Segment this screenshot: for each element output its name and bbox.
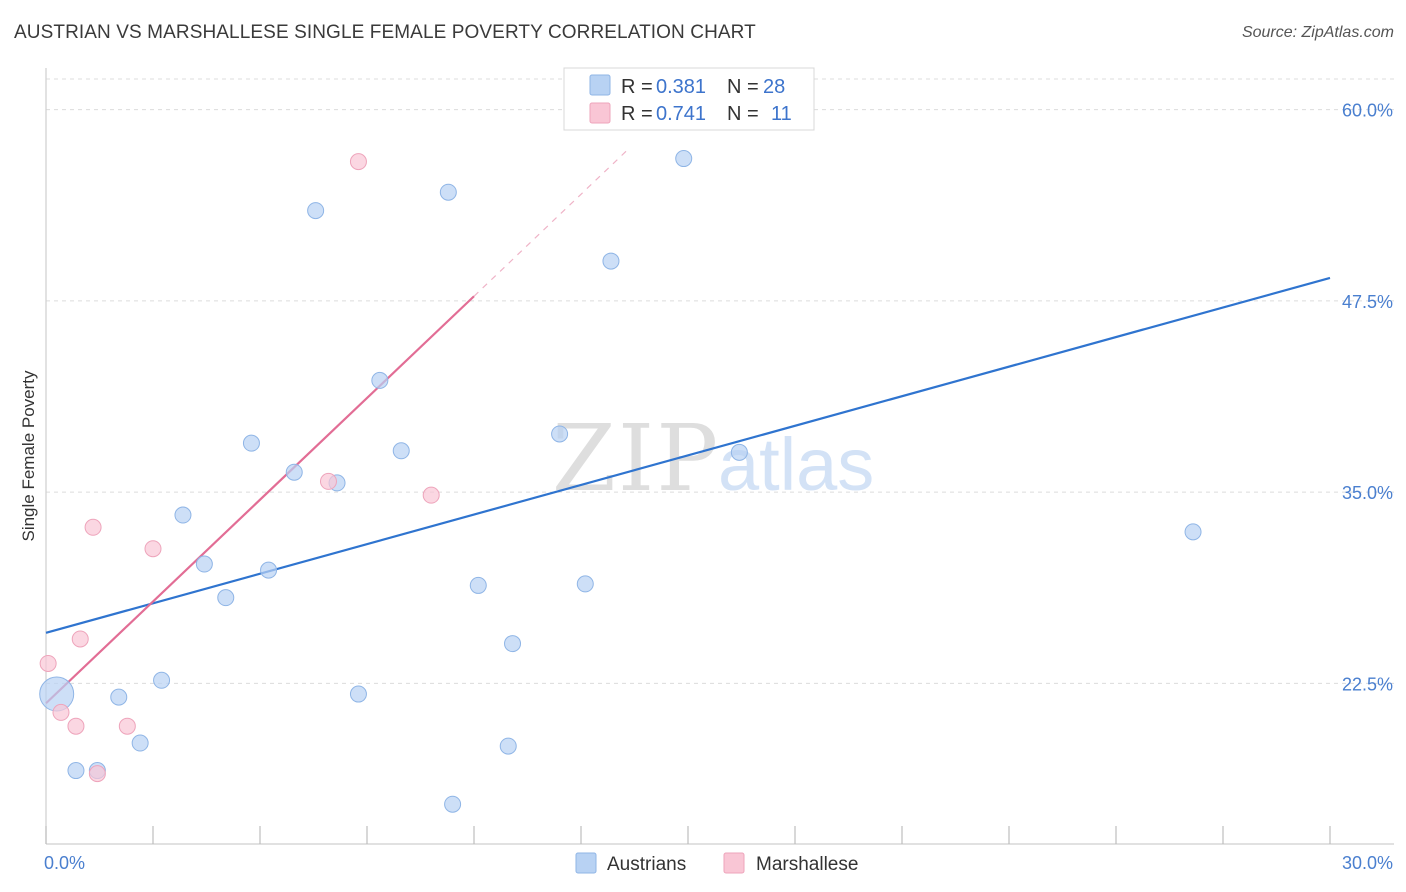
trend-layer	[45, 148, 1331, 705]
watermark-zip: ZIP	[552, 405, 720, 512]
stats-legend: R = 0.381 N = 28 R = 0.741 N = 11	[563, 67, 815, 131]
austrians-point	[217, 589, 235, 607]
marshallese-point	[84, 518, 102, 536]
austrians-point	[602, 252, 620, 270]
marshallese-trend-extension	[473, 148, 629, 297]
austrians-point	[675, 150, 693, 168]
marshallese-point	[39, 654, 57, 672]
austrians-point	[730, 443, 748, 461]
marshallese-point	[422, 486, 440, 504]
austrians-point	[499, 737, 517, 755]
austrians-point	[551, 425, 569, 443]
marshallese-series-label: Marshallese	[756, 854, 858, 875]
austrians-point	[153, 671, 171, 689]
austrians-point	[174, 506, 192, 524]
marshallese-legend-swatch	[589, 102, 611, 124]
austrians-point	[285, 463, 303, 481]
y-tick-label: 35.0%	[1342, 483, 1393, 503]
austrians-point	[110, 688, 128, 706]
austrians-point	[469, 576, 487, 594]
points-layer	[39, 150, 1202, 813]
austrians-point	[504, 635, 522, 653]
austrians-n-value: 28	[763, 76, 785, 98]
marshallese-point	[144, 540, 162, 558]
marshallese-point	[319, 472, 337, 490]
x-tick-label-max: 30.0%	[1342, 853, 1393, 873]
series-legend: Austrians Marshallese	[575, 852, 858, 875]
watermark: ZIP atlas	[552, 405, 874, 512]
austrians-r-label: R =	[621, 76, 653, 98]
austrians-n-label: N =	[727, 76, 759, 98]
marshallese-point	[349, 153, 367, 171]
marshallese-n-label: N =	[727, 103, 759, 125]
marshallese-trend-line	[45, 295, 475, 705]
austrians-series-label: Austrians	[607, 854, 686, 875]
x-tick-label-min: 0.0%	[44, 853, 85, 873]
chart-title: AUSTRIAN VS MARSHALLESE SINGLE FEMALE PO…	[14, 22, 756, 43]
austrians-point	[307, 202, 325, 220]
austrians-point	[439, 183, 457, 201]
marshallese-point	[52, 703, 70, 721]
marshallese-series-swatch	[723, 852, 745, 874]
austrians-point	[349, 685, 367, 703]
marshallese-point	[71, 630, 89, 648]
source-label: Source: ZipAtlas.com	[1241, 24, 1394, 41]
austrians-point	[1184, 523, 1202, 541]
y-tick-label: 22.5%	[1342, 674, 1393, 694]
marshallese-n-value: 11	[771, 103, 792, 125]
austrians-r-value: 0.381	[656, 76, 706, 98]
austrians-point	[195, 555, 213, 573]
austrians-point	[242, 434, 260, 452]
austrians-trend-line	[45, 276, 1331, 634]
austrians-point	[67, 762, 85, 780]
austrians-point	[392, 442, 410, 460]
y-tick-label: 60.0%	[1342, 101, 1393, 121]
y-tick-labels: 22.5% 35.0% 47.5% 60.0%	[1342, 101, 1393, 695]
marshallese-r-value: 0.741	[656, 103, 706, 125]
austrians-point	[131, 734, 149, 752]
axis-layer	[45, 68, 1394, 845]
austrians-point	[444, 795, 462, 813]
y-axis-label: Single Female Poverty	[19, 370, 38, 542]
austrians-series-swatch	[575, 852, 597, 874]
austrians-point	[371, 371, 389, 389]
grid-layer	[46, 78, 1394, 684]
austrians-legend-swatch	[589, 74, 611, 96]
marshallese-point	[67, 717, 85, 735]
austrians-point	[576, 575, 594, 593]
watermark-atlas: atlas	[718, 423, 874, 506]
marshallese-r-label: R =	[621, 103, 653, 125]
austrians-point	[260, 561, 278, 579]
marshallese-point	[118, 717, 136, 735]
y-tick-label: 47.5%	[1342, 292, 1393, 312]
marshallese-point	[88, 765, 106, 783]
